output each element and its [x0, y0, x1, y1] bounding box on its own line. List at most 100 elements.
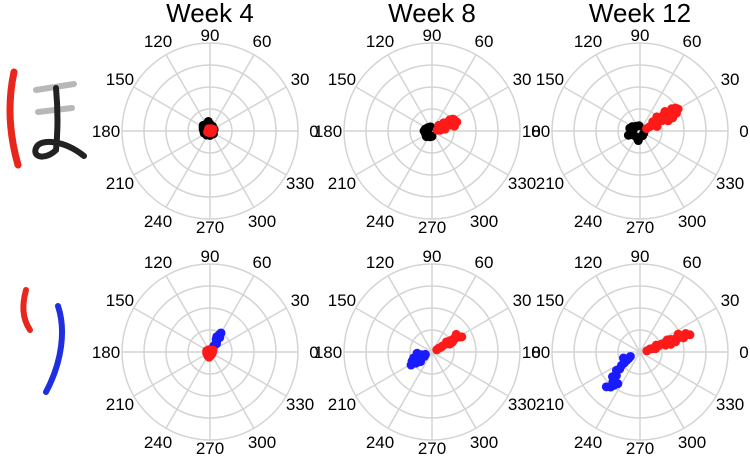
grid-spoke [431, 275, 477, 353]
angle-label-30: 30 [721, 291, 740, 310]
grid-spoke [563, 307, 641, 353]
polar-panel-r1-c3: 0 30 60 90 120 150 180 210 240 270 300 330 [522, 26, 749, 237]
data-point-black [628, 126, 638, 136]
polar-panel-r1-c1: 0 30 60 90 120 150 180 210 240 270 300 330 [92, 26, 319, 237]
angle-label-330: 330 [286, 395, 314, 414]
angle-label-0: 0 [739, 343, 748, 362]
grid-spoke [355, 307, 433, 353]
grid-spoke [355, 130, 433, 176]
grid-spoke [387, 275, 433, 353]
angle-label-180: 180 [314, 343, 342, 362]
angle-label-0: 0 [531, 122, 540, 141]
data-point-red [434, 343, 444, 353]
column-title-week-12: Week 12 [589, 0, 691, 28]
grid-spoke [165, 275, 211, 353]
glyph-ri-stroke-red [20, 287, 33, 333]
data-point-red [205, 345, 215, 355]
data-point-black [427, 131, 437, 141]
grid-spoke [387, 351, 433, 429]
angle-label-330: 330 [286, 174, 314, 193]
angle-label-60: 60 [253, 32, 272, 51]
angle-label-270: 270 [196, 218, 224, 237]
data-point-red [204, 352, 214, 362]
angle-label-120: 120 [574, 32, 602, 51]
grid-spoke [639, 130, 685, 208]
angle-label-180: 180 [92, 122, 120, 141]
angle-label-120: 120 [144, 253, 172, 272]
angle-label-210: 210 [328, 174, 356, 193]
glyph-ho-stroke-red [6, 68, 22, 169]
angle-label-300: 300 [248, 212, 276, 231]
angle-label-150: 150 [536, 70, 564, 89]
angle-label-300: 300 [248, 433, 276, 452]
angle-label-240: 240 [144, 212, 172, 231]
grid-spoke [431, 351, 477, 429]
data-point-red [658, 110, 668, 120]
angle-label-210: 210 [106, 174, 134, 193]
data-point-blue [613, 379, 623, 389]
data-point-blue [601, 382, 611, 392]
data-point-red [668, 109, 678, 119]
angle-label-60: 60 [683, 32, 702, 51]
angle-label-210: 210 [536, 174, 564, 193]
polar-panel-r2-c3: 0 30 60 90 120 150 180 210 240 270 300 330 [522, 247, 749, 458]
column-title-week-8: Week 8 [388, 0, 476, 28]
grid-spoke [209, 130, 287, 176]
grid-spoke [563, 86, 641, 132]
angle-label-120: 120 [144, 32, 172, 51]
angle-label-180: 180 [92, 343, 120, 362]
data-point-red [441, 120, 451, 130]
angle-label-120: 120 [366, 32, 394, 51]
data-point-black [634, 121, 644, 131]
grid-spoke [431, 130, 509, 176]
grid-spoke [133, 307, 211, 353]
angle-label-300: 300 [470, 212, 498, 231]
angle-label-150: 150 [106, 291, 134, 310]
row-2-character-glyph [20, 287, 65, 395]
grid-spoke [639, 351, 685, 429]
grid-spoke [387, 130, 433, 208]
angle-label-150: 150 [106, 70, 134, 89]
angle-label-90: 90 [631, 247, 650, 266]
angle-label-270: 270 [418, 439, 446, 458]
angle-label-180: 180 [314, 122, 342, 141]
grid-spoke [639, 351, 717, 397]
angle-label-90: 90 [201, 247, 220, 266]
data-point-blue [409, 353, 419, 363]
angle-label-270: 270 [626, 218, 654, 237]
data-point-blue [212, 332, 222, 342]
angle-label-300: 300 [678, 433, 706, 452]
polar-panel-r2-c2: 0 30 60 90 120 150 180 210 240 270 300 330 [314, 247, 541, 458]
data-point-blue [625, 351, 635, 361]
angle-label-0: 0 [309, 122, 318, 141]
grid-spoke [595, 54, 641, 132]
data-point-red [676, 331, 686, 341]
data-point-red [445, 339, 455, 349]
angle-label-240: 240 [144, 433, 172, 452]
grid-spoke [209, 130, 255, 208]
angle-label-0: 0 [531, 343, 540, 362]
angle-label-90: 90 [631, 26, 650, 45]
data-point-red [685, 330, 695, 340]
grid-spoke [355, 86, 433, 132]
angle-label-330: 330 [508, 174, 536, 193]
grid-spoke [209, 86, 287, 132]
grid-spoke [209, 351, 255, 429]
grid-spoke [595, 275, 641, 353]
glyph-ri-stroke-blue [43, 303, 65, 395]
angle-label-180: 180 [522, 122, 550, 141]
grid-spoke [209, 307, 287, 353]
angle-label-210: 210 [328, 395, 356, 414]
angle-label-30: 30 [721, 70, 740, 89]
angle-label-60: 60 [683, 253, 702, 272]
data-point-red [651, 340, 661, 350]
angle-label-120: 120 [366, 253, 394, 272]
angle-label-60: 60 [475, 253, 494, 272]
grid-spoke [387, 54, 433, 132]
grid-spoke [595, 351, 641, 429]
data-point-red [448, 114, 458, 124]
grid-spoke [209, 54, 255, 132]
angle-label-240: 240 [574, 212, 602, 231]
polar-panel-r1-c2: 0 30 60 90 120 150 180 210 240 270 300 330 [314, 26, 541, 237]
grid-spoke [133, 130, 211, 176]
